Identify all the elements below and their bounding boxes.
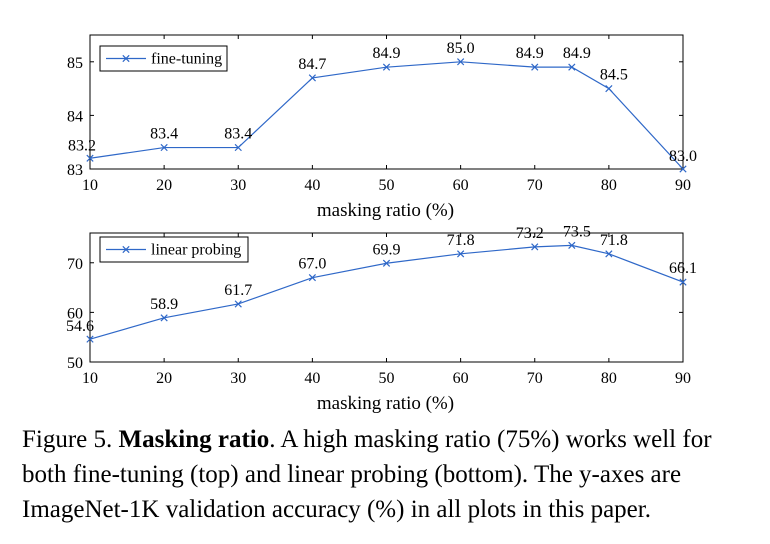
data-label: 83.2: [68, 137, 96, 154]
data-point-marker: [308, 74, 316, 82]
data-point-marker: [679, 278, 687, 286]
data-label: 73.2: [516, 225, 544, 242]
data-point-marker: [308, 274, 316, 282]
data-label: 84.9: [373, 45, 401, 62]
figure-charts: 10 20 30 40 50 60 70 80 90 83 84 85 masking ratio (%…: [66, 34, 697, 414]
x-tick-label: 70: [527, 177, 543, 194]
data-point-marker: [234, 300, 242, 308]
legend-marker: [122, 245, 130, 254]
data-label: 84.9: [516, 45, 544, 62]
x-tick-label: 20: [156, 370, 172, 387]
data-point-marker: [160, 314, 168, 322]
x-tick-label: 50: [379, 370, 395, 387]
data-point-marker: [86, 335, 94, 343]
figure-caption: Figure 5. Masking ratio. A high masking …: [22, 422, 752, 527]
data-label: 83.4: [224, 126, 252, 143]
x-tick-label: 50: [379, 177, 395, 194]
data-label: 61.7: [224, 282, 252, 299]
x-tick-label: 10: [82, 370, 98, 387]
legend-label: fine-tuning: [151, 51, 222, 68]
x-tick-label: 10: [82, 177, 98, 194]
y-tick-label: 85: [67, 55, 83, 72]
data-point-marker: [531, 63, 539, 71]
x-tick-label: 90: [675, 177, 691, 194]
data-point-marker: [531, 243, 539, 251]
data-point-marker: [382, 259, 391, 267]
data-point-marker: [568, 63, 576, 71]
data-label: 73.5: [563, 223, 591, 240]
x-axis-label: masking ratio (%): [317, 200, 454, 221]
x-tick-label: 30: [230, 177, 246, 194]
legend-label: linear probing: [151, 242, 241, 259]
data-label: 66.1: [669, 260, 697, 277]
data-point-marker: [382, 63, 391, 71]
y-tick-label: 60: [67, 305, 83, 322]
data-label: 69.9: [373, 241, 401, 258]
x-tick-label: 80: [601, 177, 617, 194]
series-line-top: [89, 61, 684, 170]
data-point-marker: [568, 241, 576, 250]
data-label: 83.0: [669, 148, 697, 165]
y-tick-label: 83: [67, 162, 83, 179]
x-tick-label: 80: [601, 370, 617, 387]
x-tick-label: 30: [230, 370, 246, 387]
y-tick-label: 50: [67, 355, 83, 372]
data-label: 85.0: [447, 40, 475, 57]
y-tick-label: 84: [67, 108, 83, 125]
data-label: 54.6: [66, 318, 94, 335]
x-tick-label: 20: [156, 177, 172, 194]
data-point-marker: [457, 250, 465, 258]
data-label: 83.4: [150, 126, 178, 143]
data-point-marker: [605, 250, 613, 258]
caption-prefix: Figure 5.: [22, 426, 113, 453]
data-point-marker: [679, 165, 687, 173]
data-label: 67.0: [298, 256, 326, 273]
caption-title: Masking ratio: [118, 426, 270, 453]
x-tick-label: 40: [304, 177, 320, 194]
caption-body: . A high masking ratio (75%) works well …: [22, 426, 712, 523]
y-tick-label: 70: [67, 256, 83, 273]
x-tick-label: 90: [675, 370, 691, 387]
data-point-marker: [605, 84, 613, 93]
data-label: 58.9: [150, 296, 178, 313]
data-label: 84.9: [563, 45, 591, 62]
x-tick-label: 60: [453, 370, 469, 387]
data-label: 84.5: [600, 67, 628, 84]
data-point-marker: [457, 58, 465, 66]
x-axis-label: masking ratio (%): [317, 393, 454, 414]
data-point-marker: [234, 143, 242, 152]
x-tick-label: 60: [453, 177, 469, 194]
legend-marker: [122, 54, 130, 63]
series-line-bottom: [89, 244, 684, 340]
data-label: 71.8: [600, 232, 628, 249]
data-point-marker: [160, 143, 168, 152]
data-label: 71.8: [447, 232, 475, 249]
data-point-marker: [86, 154, 94, 162]
x-tick-label: 40: [304, 370, 320, 387]
x-tick-label: 70: [527, 370, 543, 387]
data-label: 84.7: [298, 56, 326, 73]
